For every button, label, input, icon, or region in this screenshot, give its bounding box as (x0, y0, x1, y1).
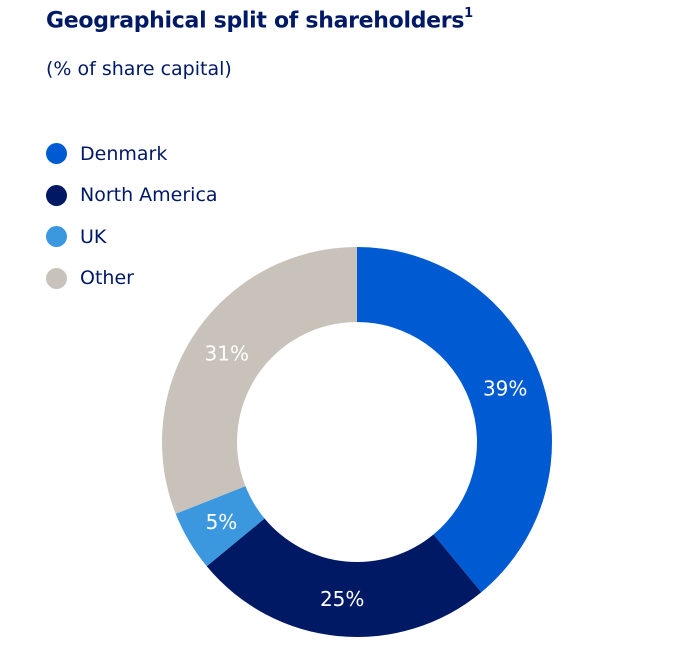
title-text: Geographical split of shareholders (46, 8, 465, 34)
chart-subtitle: (% of share capital) (46, 58, 232, 80)
slice-north-america (206, 518, 482, 637)
slice-denmark (357, 247, 552, 593)
legend-swatch (46, 267, 67, 289)
data-label: 25% (320, 587, 364, 611)
data-label: 39% (483, 377, 527, 401)
data-label: 31% (205, 341, 249, 365)
legend-swatch (46, 226, 67, 248)
legend-label: Denmark (80, 142, 168, 165)
legend-swatch (46, 184, 67, 206)
legend-label: North America (80, 184, 218, 207)
slice-uk (175, 486, 265, 567)
legend-item-other: Other (46, 258, 218, 300)
legend-item-denmark: Denmark (46, 133, 218, 175)
legend-swatch (46, 143, 67, 165)
legend-label: UK (80, 225, 107, 248)
data-label: 5% (206, 510, 238, 534)
legend-label: Other (80, 267, 134, 290)
legend: Denmark North America UK Other (46, 133, 218, 299)
chart-title: Geographical split of shareholders1 (46, 6, 473, 34)
title-footnote: 1 (464, 6, 473, 21)
legend-item-uk: UK (46, 216, 218, 258)
slice-other (161, 247, 357, 514)
legend-item-north-america: North America (46, 175, 218, 217)
